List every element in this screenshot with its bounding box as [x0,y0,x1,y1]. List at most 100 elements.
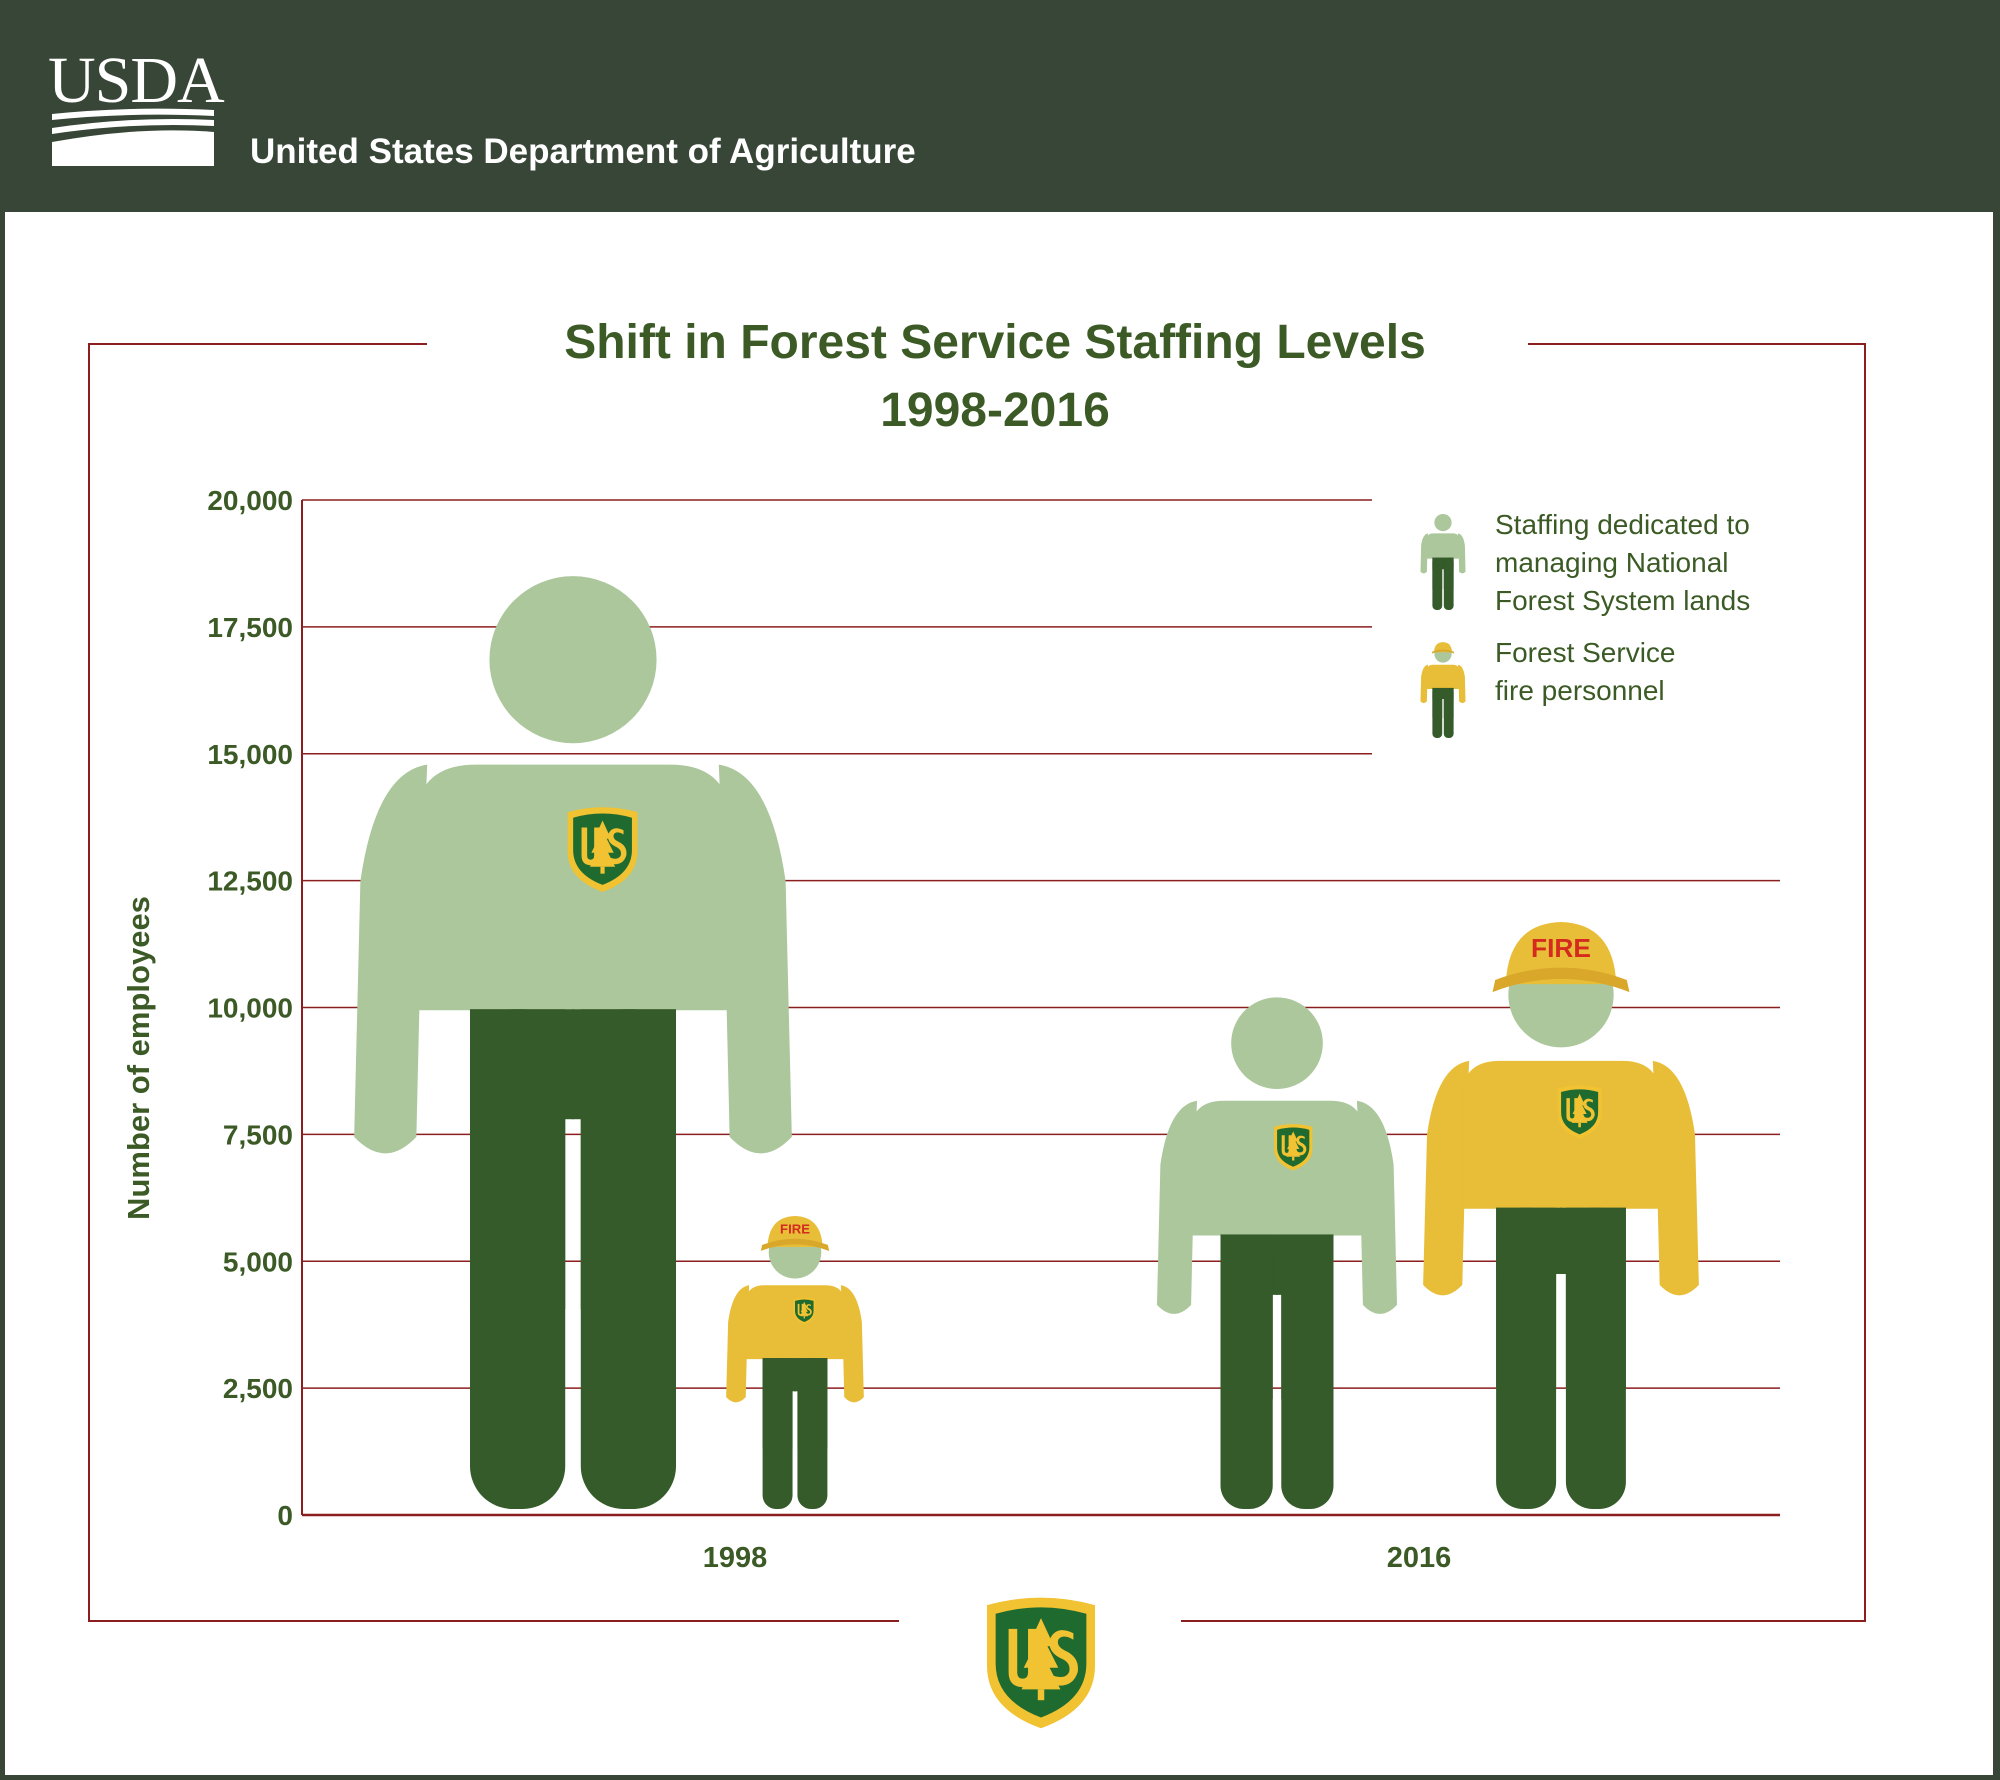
staff-person-icon [1420,514,1466,610]
torso [1191,1100,1363,1236]
y-tick-label: 15,000 [207,739,293,770]
y-axis-label: Number of employees [121,896,156,1220]
badge-trunk [1578,1122,1581,1128]
forest-service-badge-icon [567,807,638,892]
x-category-label: 1998 [703,1542,768,1574]
helmet-label: FIRE [1531,933,1591,963]
bar-lands-staff-1998 [354,576,792,1509]
fire-helmet [1431,642,1455,654]
left-leg-upper [1432,687,1443,718]
right-leg-upper [797,1358,828,1449]
y-tick-label: 12,500 [207,866,293,897]
legend-label: Forest System lands [1495,585,1750,616]
right-arm [840,1285,864,1403]
y-tick-label: 20,000 [207,485,293,516]
right-arm [1458,664,1466,704]
badge-tree [1021,1618,1061,1690]
torso [417,764,729,1011]
torso [1427,533,1459,559]
legend: Staffing dedicated to managing National Fo… [1420,509,1750,738]
forest-service-shield-icon [987,1597,1095,1729]
y-tick-label: 10,000 [207,993,293,1024]
head [489,576,657,744]
left-leg-upper [1432,557,1443,590]
forest-service-badge-icon [1274,1124,1313,1171]
fire-helmet: FIRE [760,1215,830,1251]
frame-right-line [1181,343,1866,1622]
y-tick-label: 17,500 [207,612,293,643]
agency-name: United States Department of Agriculture [250,132,916,171]
left-arm [1420,533,1428,574]
torso [1427,664,1459,689]
head [1434,514,1452,532]
badge-tree [1286,1131,1301,1157]
badge-trunk [600,866,605,874]
bar-fire-staff-1998: FIRE [726,1215,864,1509]
usda-logo-text: USDA [48,44,225,117]
badge-letter-s [1295,1135,1307,1156]
forest-service-badge-icon [793,1297,816,1325]
chart-panel: Shift in Forest Service Staffing Levels 1… [5,212,1993,1775]
chart-title: Shift in Forest Service Staffing Levels [564,316,1426,369]
right-arm [1458,533,1466,574]
left-leg-upper [762,1358,793,1449]
fire-helmet: FIRE [1492,922,1630,993]
forest-service-badge-icon [1557,1085,1602,1139]
left-arm [726,1285,750,1403]
left-leg-upper [1220,1234,1273,1400]
right-arm [1652,1060,1699,1296]
torso [1463,1060,1659,1209]
left-leg-upper [469,1009,566,1310]
torso [746,1285,844,1360]
chart-subtitle: 1998-2016 [880,384,1110,437]
firefighter-person-icon [1420,642,1466,738]
y-tick-label: 7,500 [223,1119,293,1150]
head [1231,997,1323,1090]
badge-tree [589,820,616,867]
bar-fire-staff-2016: FIRE [1423,922,1699,1509]
badge-tree [1571,1093,1588,1123]
badge-letter-s [1047,1630,1078,1686]
chart-canvas: Shift in Forest Service Staffing Levels 1… [88,316,1866,1729]
helmet-dome [1433,642,1453,653]
badge-trunk [1037,1689,1045,1701]
helmet-brim [760,1238,830,1251]
legend-label: Staffing dedicated to [1495,509,1750,540]
badge-letter-s [805,1304,812,1316]
helmet-dome [767,1215,823,1247]
badge-trunk [803,1316,805,1319]
left-arm [354,764,428,1154]
left-arm [1420,664,1428,704]
usda-landscape-icon [52,108,214,166]
badge-letter-s [606,828,627,865]
usda-logo[interactable]: USDA [48,48,225,168]
helmet-label: FIRE [780,1221,810,1236]
bar-lands-staff-2016 [1156,997,1398,1509]
badge-tree [800,1301,809,1317]
badge-trunk [1292,1156,1295,1161]
legend-label: fire personnel [1495,675,1665,706]
right-arm [1356,1100,1398,1314]
usda-header: USDA United States Department of Agricul… [0,0,2000,212]
y-tick-label: 5,000 [223,1246,293,1277]
right-leg-upper [1443,557,1454,590]
right-leg-upper [1281,1234,1334,1400]
helmet-dome [1505,922,1617,985]
left-leg-upper [1496,1207,1557,1389]
right-leg-upper [1443,687,1454,718]
right-leg-upper [580,1009,677,1310]
y-tick-label: 2,500 [223,1373,293,1404]
right-leg-upper [1565,1207,1626,1389]
y-tick-label: 0 [277,1500,293,1531]
chart-frame [88,343,1866,1622]
legend-label: Forest Service [1495,637,1676,668]
helmet-brim [1431,649,1455,654]
helmet-brim [1492,967,1630,993]
x-category-label: 2016 [1387,1542,1452,1574]
right-arm [718,764,792,1154]
frame-left-line [88,343,899,1622]
left-arm [1423,1060,1470,1296]
legend-label: managing National [1495,547,1729,578]
badge-letter-s [1582,1098,1595,1122]
